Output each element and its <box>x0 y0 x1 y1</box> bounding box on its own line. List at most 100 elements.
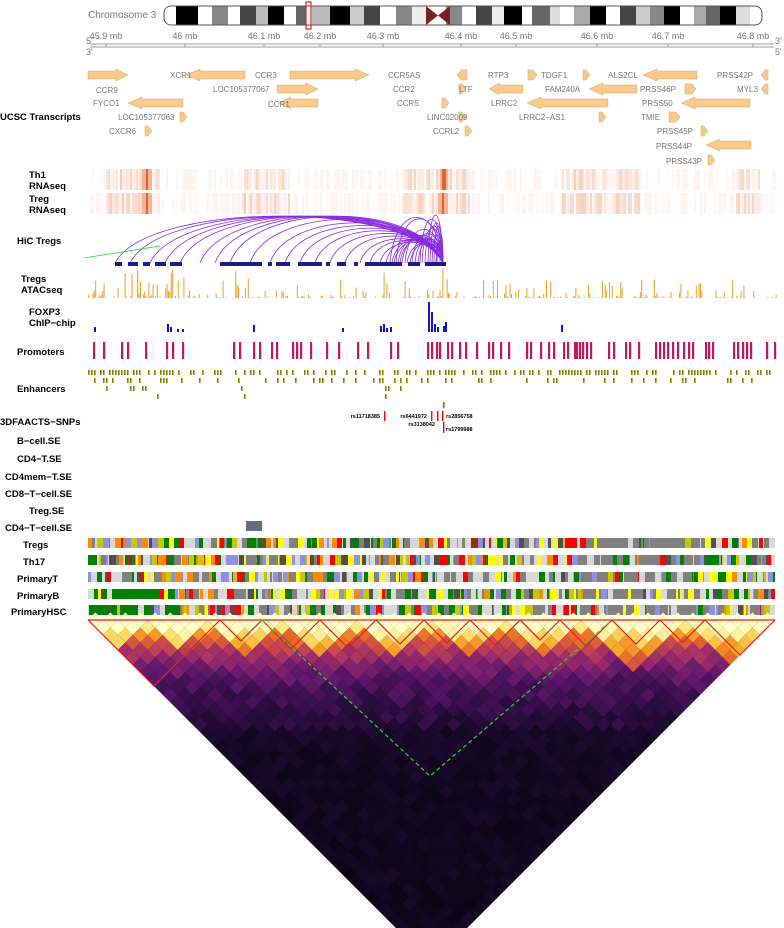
chromatin-state-segment <box>711 538 716 548</box>
enhancer-mark <box>586 370 588 375</box>
rna-bin <box>122 169 124 190</box>
chromatin-state-segment <box>332 538 337 548</box>
rna-bin <box>116 193 118 214</box>
rna-bin <box>114 193 116 214</box>
chromatin-state-segment <box>415 572 421 582</box>
ideogram-band <box>284 6 296 25</box>
rna-bin <box>420 169 422 190</box>
heatmap-cell <box>177 657 193 673</box>
rna-bin <box>136 169 138 190</box>
promoter-mark <box>608 342 611 359</box>
heatmap-cell <box>326 821 342 837</box>
heatmap-cell <box>297 776 313 792</box>
heatmap-cell <box>371 761 387 777</box>
chromatin-state-segment <box>444 555 448 565</box>
chromatin-state-segment <box>499 555 503 565</box>
chromatin-state-segment <box>716 605 718 615</box>
chromatin-state-segment <box>596 589 599 599</box>
heatmap-cell <box>483 679 499 695</box>
heatmap-cell <box>177 642 193 658</box>
chromatin-state-segment <box>249 572 255 582</box>
rna-bin <box>488 169 490 190</box>
heatmap-cell <box>267 657 283 673</box>
chromatin-state-segment <box>263 555 266 565</box>
atac-peak <box>247 278 249 298</box>
chromatin-state-segment <box>639 538 641 548</box>
heatmap-cell <box>147 642 163 658</box>
heatmap-cell <box>453 679 469 695</box>
promoter-mark <box>540 342 543 359</box>
promoter-mark <box>677 342 680 359</box>
enhancer-mark <box>547 378 549 383</box>
chromatin-state-segment <box>591 605 595 615</box>
chromatin-state-segment <box>327 572 328 582</box>
chromatin-state-segment <box>330 555 335 565</box>
heatmap-cell <box>692 634 708 650</box>
promoter-mark <box>613 342 616 359</box>
chromatin-state-segment <box>581 589 583 599</box>
chromatin-state-segment <box>734 589 739 599</box>
rna-bin <box>208 169 210 190</box>
heatmap-cell <box>297 702 313 718</box>
chromatin-state-segment <box>403 538 404 548</box>
chromatin-state-segment <box>226 538 227 548</box>
enhancer-mark <box>139 378 141 383</box>
chromatin-state-segment <box>137 605 138 615</box>
chromatin-state-segment <box>100 605 104 615</box>
atac-peak <box>375 296 377 298</box>
heatmap-cell <box>424 918 439 928</box>
atac-peak <box>463 296 465 298</box>
heatmap-cell <box>453 844 469 859</box>
chromatin-state-segment <box>710 572 716 582</box>
promoter-mark <box>500 342 503 359</box>
promoter-mark <box>625 342 628 359</box>
enhancer-mark <box>325 370 327 375</box>
chromatin-state-segment <box>364 605 366 615</box>
heatmap-cell <box>386 732 402 747</box>
rna-bin <box>754 169 756 190</box>
rna-bin <box>402 193 404 214</box>
heatmap-cell <box>483 858 499 874</box>
chromatin-state-segment <box>185 589 186 599</box>
chromatin-state-segment <box>718 555 719 565</box>
chromatin-state-segment <box>731 555 735 565</box>
rna-bin <box>752 193 754 214</box>
rna-bin <box>194 169 196 190</box>
chromatin-state-segment <box>305 572 307 582</box>
atac-peak <box>159 296 161 298</box>
heatmap-cell <box>282 672 298 688</box>
promoter-mark <box>127 342 130 359</box>
rna-bin <box>662 193 664 214</box>
heatmap-cell <box>200 664 215 680</box>
heatmap-cell <box>356 732 372 747</box>
foxp3-peak <box>390 327 392 332</box>
heatmap-cell <box>312 642 327 658</box>
hic-arc <box>427 214 444 264</box>
promoter-mark <box>488 342 491 359</box>
enhancer-mark <box>682 378 684 383</box>
chromatin-state-segment <box>278 538 284 548</box>
atac-peak <box>638 297 640 298</box>
heatmap-cell <box>267 791 283 807</box>
gene-arrow-prss45p <box>700 125 709 137</box>
heatmap-cell <box>200 620 215 635</box>
enhancer-mark <box>397 370 399 375</box>
heatmap-cell <box>341 806 357 822</box>
rna-bin <box>110 169 112 190</box>
chromatin-state-segment <box>497 538 498 548</box>
heatmap-cell <box>468 634 484 650</box>
chromatin-state-segment <box>289 572 294 582</box>
rna-bin <box>586 193 588 214</box>
heatmap-cell <box>312 806 327 822</box>
atac-peak <box>117 288 119 298</box>
chromatin-state-segment <box>341 605 344 615</box>
rna-bin <box>132 193 134 214</box>
chromatin-state-segment <box>151 572 154 582</box>
chromatin-state-segment <box>463 572 468 582</box>
rna-bin <box>340 193 342 214</box>
chromatin-state-segment <box>746 555 751 565</box>
chromatin-state-segment <box>137 538 142 548</box>
atac-peak <box>740 290 742 298</box>
rna-bin <box>696 169 698 190</box>
heatmap-cell <box>603 694 619 710</box>
